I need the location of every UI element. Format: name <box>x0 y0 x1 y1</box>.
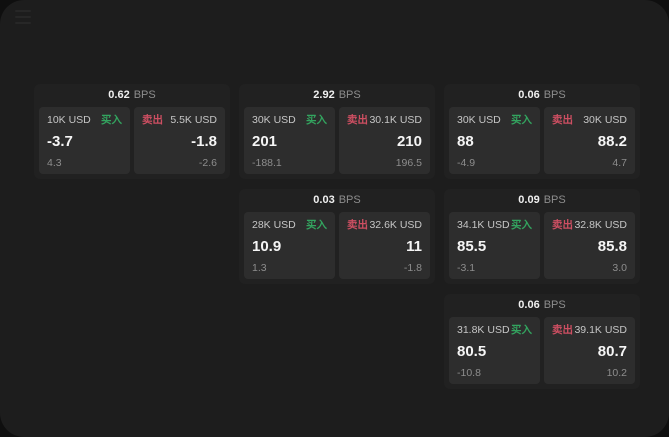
sell-amount: 32.6K USD <box>369 219 422 231</box>
buy-label: 买入 <box>511 219 532 231</box>
sell-tile[interactable]: 卖出 30K USD 88.2 4.7 <box>544 107 635 174</box>
bps-value: 0.62 <box>108 89 130 101</box>
sell-sub-value: -2.6 <box>198 157 217 169</box>
sell-sub-value: 10.2 <box>606 367 627 379</box>
bps-unit-label: BPS <box>338 194 361 206</box>
bps-value: 0.06 <box>518 89 540 101</box>
buy-sub-value: -188.1 <box>252 157 282 169</box>
buy-tile[interactable]: 30K USD 买入 201 -188.1 <box>244 107 335 174</box>
sell-value: 85.8 <box>597 238 627 255</box>
bps-value: 0.03 <box>313 194 335 206</box>
sell-sub-value: 3.0 <box>612 262 627 274</box>
sell-label: 卖出 <box>347 219 368 231</box>
buy-sub-value: 1.3 <box>252 262 267 274</box>
buy-sub-value: 4.3 <box>47 157 62 169</box>
buy-amount: 28K USD <box>252 219 296 231</box>
bps-value: 0.09 <box>518 194 540 206</box>
buy-label: 买入 <box>306 219 327 231</box>
bps-header: 0.06 BPS <box>449 84 635 107</box>
quote-card: 0.62 BPS 10K USD 买入 -3.7 4.3 卖出 5.5K USD <box>34 84 230 179</box>
sell-tile[interactable]: 卖出 32.6K USD 11 -1.8 <box>339 212 430 279</box>
bps-unit-label: BPS <box>338 89 361 101</box>
bps-header: 0.09 BPS <box>449 189 635 212</box>
sell-label: 卖出 <box>142 114 163 126</box>
sell-tile[interactable]: 卖出 39.1K USD 80.7 10.2 <box>544 317 635 384</box>
quote-card: 2.92 BPS 30K USD 买入 201 -188.1 卖出 30.1K … <box>239 84 435 179</box>
buy-amount: 10K USD <box>47 114 91 126</box>
buy-amount: 34.1K USD <box>457 219 510 231</box>
buy-tile[interactable]: 10K USD 买入 -3.7 4.3 <box>39 107 130 174</box>
buy-tile[interactable]: 34.1K USD 买入 85.5 -3.1 <box>449 212 540 279</box>
buy-value: -3.7 <box>47 133 73 150</box>
sell-label: 卖出 <box>552 219 573 231</box>
buy-label: 买入 <box>511 324 532 336</box>
buy-label: 买入 <box>306 114 327 126</box>
quote-card-grid: 0.62 BPS 10K USD 买入 -3.7 4.3 卖出 5.5K USD <box>34 84 640 389</box>
sell-tile[interactable]: 卖出 5.5K USD -1.8 -2.6 <box>134 107 225 174</box>
sell-label: 卖出 <box>552 324 573 336</box>
bps-value: 0.06 <box>518 299 540 311</box>
sell-sub-value: 4.7 <box>612 157 627 169</box>
buy-label: 买入 <box>511 114 532 126</box>
sell-tile[interactable]: 卖出 32.8K USD 85.8 3.0 <box>544 212 635 279</box>
sell-sub-value: -1.8 <box>403 262 422 274</box>
bps-header: 2.92 BPS <box>244 84 430 107</box>
sell-value: 210 <box>396 133 422 150</box>
buy-amount: 31.8K USD <box>457 324 510 336</box>
bps-value: 2.92 <box>313 89 335 101</box>
sell-value: 88.2 <box>597 133 627 150</box>
buy-tile[interactable]: 31.8K USD 买入 80.5 -10.8 <box>449 317 540 384</box>
sell-value: 11 <box>406 238 422 255</box>
sell-amount: 32.8K USD <box>574 219 627 231</box>
bps-unit-label: BPS <box>543 194 566 206</box>
bps-header: 0.62 BPS <box>39 84 225 107</box>
menu-icon[interactable] <box>15 10 31 24</box>
buy-value: 88 <box>457 133 474 150</box>
sell-label: 卖出 <box>347 114 368 126</box>
buy-amount: 30K USD <box>252 114 296 126</box>
sell-tile[interactable]: 卖出 30.1K USD 210 196.5 <box>339 107 430 174</box>
sell-label: 卖出 <box>552 114 573 126</box>
bps-unit-label: BPS <box>133 89 156 101</box>
sell-amount: 30.1K USD <box>369 114 422 126</box>
buy-sub-value: -3.1 <box>457 262 476 274</box>
quote-card: 0.09 BPS 34.1K USD 买入 85.5 -3.1 卖出 32.8K… <box>444 189 640 284</box>
buy-value: 85.5 <box>457 238 487 255</box>
sell-sub-value: 196.5 <box>395 157 422 169</box>
buy-tile[interactable]: 30K USD 买入 88 -4.9 <box>449 107 540 174</box>
buy-value: 10.9 <box>252 238 282 255</box>
bps-unit-label: BPS <box>543 89 566 101</box>
buy-label: 买入 <box>101 114 122 126</box>
quote-card: 0.03 BPS 28K USD 买入 10.9 1.3 卖出 32.6K US… <box>239 189 435 284</box>
buy-sub-value: -10.8 <box>457 367 481 379</box>
buy-value: 201 <box>252 133 278 150</box>
sell-value: -1.8 <box>191 133 217 150</box>
quote-card: 0.06 BPS 30K USD 买入 88 -4.9 卖出 30K USD <box>444 84 640 179</box>
buy-tile[interactable]: 28K USD 买入 10.9 1.3 <box>244 212 335 279</box>
quote-card: 0.06 BPS 31.8K USD 买入 80.5 -10.8 卖出 39.1… <box>444 294 640 389</box>
bps-header: 0.06 BPS <box>449 294 635 317</box>
sell-amount: 39.1K USD <box>574 324 627 336</box>
sell-value: 80.7 <box>597 343 627 360</box>
bps-header: 0.03 BPS <box>244 189 430 212</box>
sell-amount: 30K USD <box>583 114 627 126</box>
buy-sub-value: -4.9 <box>457 157 476 169</box>
sell-amount: 5.5K USD <box>170 114 217 126</box>
buy-value: 80.5 <box>457 343 487 360</box>
bps-unit-label: BPS <box>543 299 566 311</box>
buy-amount: 30K USD <box>457 114 501 126</box>
